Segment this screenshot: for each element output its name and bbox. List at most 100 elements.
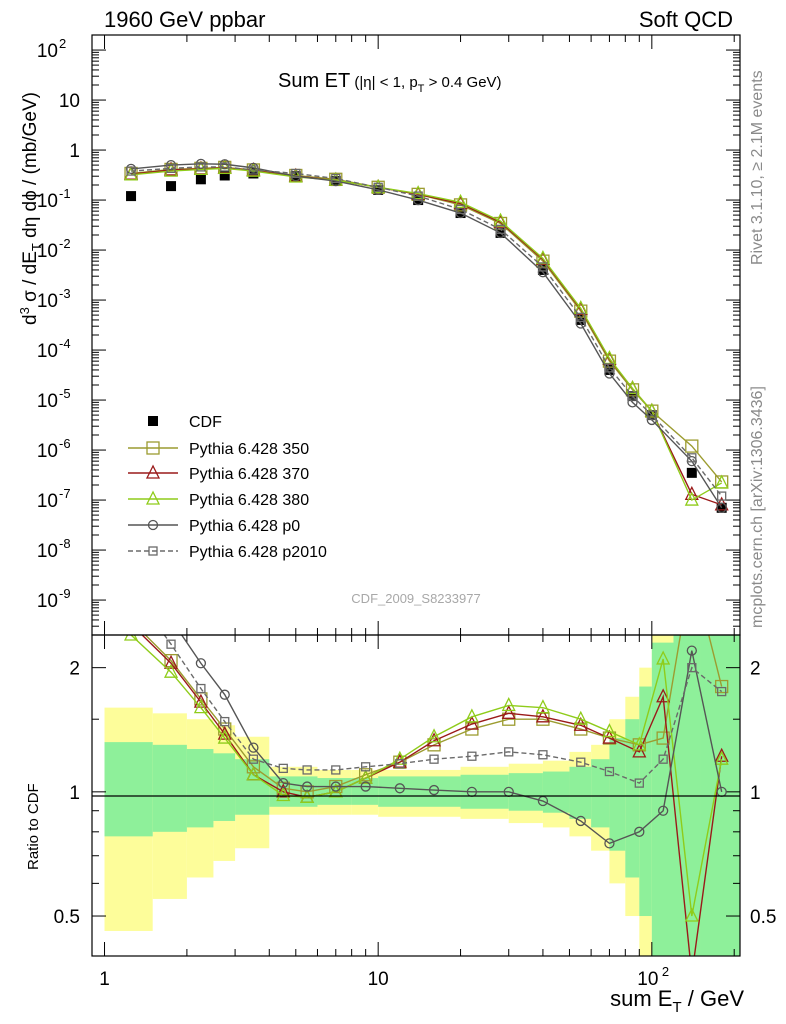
p0-marker: [278, 777, 289, 789]
ratio-green-band: [591, 759, 610, 828]
y-tick-label: 1: [69, 141, 80, 162]
p380-marker: [246, 162, 261, 177]
p0-marker: [634, 826, 645, 837]
p0-marker: [658, 805, 669, 816]
p0-marker: [627, 397, 638, 408]
legend: CDF Pythia 6.428 350 Pythia 6.428 370 Pythi…: [128, 414, 327, 561]
p2010-marker: [373, 182, 383, 192]
p2010-marker: [220, 162, 230, 172]
rivet-label: Rivet 3.1.10, ≥ 2.1M events: [749, 70, 766, 265]
y-tick-exponent: -1: [59, 186, 71, 201]
p380-marker: [714, 750, 729, 765]
legend-label: Pythia 6.428 p2010: [189, 544, 327, 561]
x-tick-label: 1: [99, 969, 110, 990]
y-tick-exponent: -9: [59, 586, 71, 601]
ratio-green-band: [508, 773, 543, 811]
p380-marker: [163, 663, 179, 678]
y-tick-exponent: -2: [59, 236, 71, 251]
ratio-green-band: [213, 753, 236, 821]
ratio-y-label: Ratio to CDF: [25, 783, 42, 870]
p380-ratio-line: [130, 635, 723, 917]
p2010-marker: [196, 162, 206, 172]
p370-marker: [501, 704, 516, 719]
main-title: Sum ET (|η| < 1, pT > 0.4 GeV): [278, 70, 502, 95]
y-tick-exponent: -5: [59, 386, 71, 401]
p0-marker: [360, 781, 371, 792]
ratio-uncertainty-bands: [104, 635, 740, 956]
p0-marker: [301, 781, 313, 792]
p380-marker: [145, 490, 161, 505]
p2010-marker: [148, 546, 158, 556]
p380-marker: [493, 212, 508, 227]
p370-marker: [464, 715, 479, 730]
p380-marker: [246, 766, 261, 781]
p2010-marker: [627, 391, 638, 401]
p2010-marker: [278, 763, 288, 774]
p2010-marker: [658, 754, 668, 764]
y-tick-label: 10: [37, 391, 58, 412]
x-tick-label: 10: [368, 969, 389, 990]
x-tick-exponent: 2: [662, 964, 669, 979]
header-process: Soft QCD: [639, 7, 733, 32]
p380-marker: [714, 474, 729, 489]
ratio-green-band: [378, 776, 461, 807]
p0-marker: [575, 815, 586, 827]
y-tick-label: 10: [37, 591, 58, 612]
p2010-marker: [687, 663, 697, 673]
p350-marker: [685, 439, 699, 453]
p2010-marker: [361, 762, 371, 772]
p370-marker: [145, 464, 161, 479]
p0-marker: [195, 658, 207, 669]
p0-marker: [147, 519, 159, 531]
p2010-marker: [717, 491, 727, 501]
ratio-green-band: [152, 744, 187, 832]
p380-marker: [632, 736, 647, 751]
p2010-marker: [604, 363, 615, 373]
header-energy: 1960 GeV ppbar: [104, 7, 265, 32]
p0-marker: [219, 689, 230, 700]
y-tick-label: 10: [37, 441, 58, 462]
p2010-ratio-line: [163, 635, 723, 784]
y-tick-exponent: -7: [59, 486, 71, 501]
p370-marker: [632, 743, 647, 758]
y-tick-label: 10: [37, 541, 58, 562]
p380-marker: [328, 783, 343, 798]
cdf-marker: [686, 467, 697, 478]
y-tick-label: 10: [37, 491, 58, 512]
p2010-marker: [220, 716, 230, 727]
mcplots-label: mcplots.cern.ch [arXiv:1306.3436]: [749, 386, 766, 628]
p2010-marker: [538, 262, 548, 272]
cdf-marker: [537, 264, 548, 275]
p2010-marker: [604, 766, 615, 777]
y-tick-exponent: -4: [59, 336, 71, 351]
p380-marker: [358, 769, 373, 784]
cdf-marker: [716, 502, 727, 513]
p380-marker: [602, 723, 617, 738]
y-tick-exponent: -6: [59, 436, 71, 451]
y-tick-label: 10: [37, 341, 58, 362]
p2010-marker: [495, 224, 506, 234]
ratio-green-band: [186, 749, 214, 828]
p380-marker: [276, 787, 291, 802]
p370-marker: [276, 783, 291, 798]
y-tick-label: 10: [37, 191, 58, 212]
p380-marker: [644, 402, 659, 417]
p380-marker: [426, 728, 442, 743]
p350-marker: [146, 441, 160, 455]
p2010-marker: [576, 312, 586, 323]
cdf-marker: [575, 314, 586, 325]
ratio-series-group: [123, 635, 729, 956]
p2010-marker: [126, 166, 136, 176]
p380-marker: [625, 380, 640, 395]
p2010-marker: [429, 754, 439, 764]
p2010-marker: [576, 757, 586, 767]
p380-marker: [656, 650, 671, 665]
ratio-green-band: [542, 771, 570, 813]
p0-marker: [394, 783, 405, 794]
y-tick-label-right: 1: [750, 783, 761, 804]
analysis-watermark: CDF_2009_S8233977: [351, 591, 480, 606]
p2010-marker: [538, 750, 548, 760]
p380-marker: [193, 160, 208, 176]
p0-marker: [716, 502, 727, 513]
